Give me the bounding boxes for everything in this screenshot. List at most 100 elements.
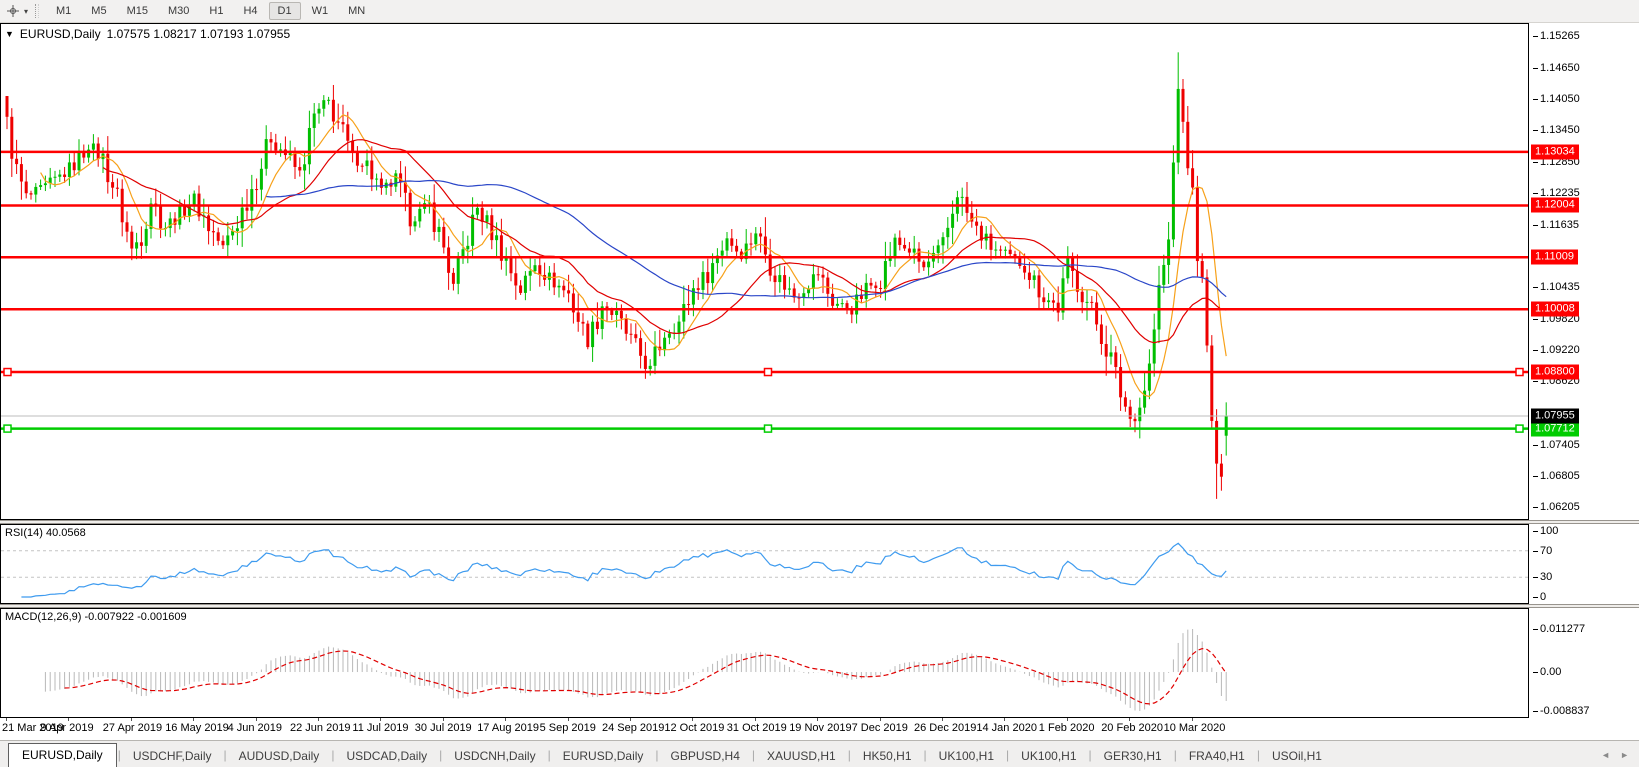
tab-eurusd-daily[interactable]: EURUSD,Daily xyxy=(8,743,117,767)
tab-usoil-h1[interactable]: USOil,H1 xyxy=(1271,749,1322,763)
price-line-label: 1.13034 xyxy=(1531,144,1579,160)
price-tick: 0.011277 xyxy=(1532,623,1586,635)
tab-xauusd-h1[interactable]: XAUUSD,H1 xyxy=(767,749,836,763)
date-label: 5 Sep 2019 xyxy=(539,722,596,734)
toolbar-grip[interactable] xyxy=(35,4,40,18)
tab-separator: | xyxy=(751,747,756,762)
date-label: 12 Oct 2019 xyxy=(664,722,725,734)
date-tick xyxy=(1066,718,1068,721)
chart-ohlc-values: 1.07575 1.08217 1.07193 1.07955 xyxy=(106,27,291,41)
date-tick xyxy=(754,718,756,721)
date-label: 17 Aug 2019 xyxy=(477,722,539,734)
tab-scroll-right-icon[interactable] xyxy=(1620,750,1629,760)
timeframe-m30-button[interactable]: M30 xyxy=(167,5,190,17)
main-chart-canvas[interactable] xyxy=(1,24,1528,519)
tab-hk50-h1[interactable]: HK50,H1 xyxy=(862,749,912,763)
macd-canvas[interactable] xyxy=(1,609,1528,717)
price-tick: -0.008837 xyxy=(1533,705,1590,717)
toolbar: M1 M5 M15 M30 H1 H4 D1 W1 MN xyxy=(0,0,1639,23)
main-chart-panel: EURUSD,Daily 1.07575 1.08217 1.07193 1.0… xyxy=(0,23,1639,520)
price-tick: 1.14650 xyxy=(1533,61,1580,74)
crosshair-tool-icon[interactable] xyxy=(4,3,22,19)
tab-uk100-h1[interactable]: UK100,H1 xyxy=(938,749,995,763)
timeframe-m5-button[interactable]: M5 xyxy=(91,5,107,17)
price-tick: 30 xyxy=(1532,571,1553,584)
timeframe-h4-button[interactable]: H4 xyxy=(243,5,258,17)
date-tick xyxy=(130,718,132,721)
date-label: 26 Dec 2019 xyxy=(914,722,977,734)
timeframe-m15-button[interactable]: M15 xyxy=(126,5,148,17)
price-line-label: 1.12004 xyxy=(1531,197,1579,213)
date-label: 22 Jun 2019 xyxy=(290,722,351,734)
tab-separator: | xyxy=(1088,747,1092,762)
price-tick: 100 xyxy=(1532,525,1559,537)
tab-separator: | xyxy=(547,747,551,762)
date-tick xyxy=(692,718,694,721)
macd-axis: 0.011277 0.00 -0.008837 xyxy=(1530,608,1639,718)
date-tick xyxy=(255,718,257,721)
chart-dropdown-icon[interactable] xyxy=(5,29,14,39)
date-tick xyxy=(817,718,819,721)
timeframe-mn-button[interactable]: MN xyxy=(348,5,366,17)
tab-scroll-left-icon[interactable] xyxy=(1601,750,1610,760)
tab-usdcnh-daily[interactable]: USDCNH,Daily xyxy=(454,749,536,763)
tab-eurusd-daily[interactable]: EURUSD,Daily xyxy=(562,749,644,763)
tab-usdcad-daily[interactable]: USDCAD,Daily xyxy=(346,749,428,763)
tab-audusd-daily[interactable]: AUDUSD,Daily xyxy=(238,749,320,763)
date-tick xyxy=(630,718,631,721)
tab-separator: | xyxy=(223,747,227,762)
date-axis: 21 Mar 2019 9 Apr 2019 27 Apr 2019 16 May 2… xyxy=(0,718,1639,740)
date-tick xyxy=(193,718,195,721)
rsi-label: RSI(14) 40.0568 xyxy=(5,527,86,539)
chart-title: EURUSD,Daily 1.07575 1.08217 1.07193 1.0… xyxy=(5,27,290,41)
tab-uk100-h1[interactable]: UK100,H1 xyxy=(1021,749,1077,763)
date-label: 10 Mar 2020 xyxy=(1163,722,1226,734)
rsi-canvas[interactable] xyxy=(1,525,1528,603)
tab-usdchf-daily[interactable]: USDCHF,Daily xyxy=(132,749,212,763)
date-tick xyxy=(380,718,382,721)
timeframe-h1-button[interactable]: H1 xyxy=(209,5,224,17)
date-label: 24 Sep 2019 xyxy=(602,722,665,734)
price-tick: 1.06805 xyxy=(1533,469,1580,482)
panel-splitter[interactable] xyxy=(0,520,1639,524)
date-label: 30 Jul 2019 xyxy=(414,722,472,734)
tab-fra40-h1[interactable]: FRA40,H1 xyxy=(1188,749,1245,763)
timeframe-buttons: M1 M5 M15 M30 H1 H4 D1 W1 MN xyxy=(46,2,375,20)
tool-dropdown-caret-icon[interactable] xyxy=(24,7,28,16)
date-tick xyxy=(879,718,881,721)
timeframe-m1-button[interactable]: M1 xyxy=(56,5,72,17)
tab-separator: | xyxy=(847,747,851,762)
date-tick xyxy=(942,718,943,721)
tab-ger30-h1[interactable]: GER30,H1 xyxy=(1103,749,1162,763)
date-label: 11 Jul 2019 xyxy=(352,722,409,734)
date-tick xyxy=(318,718,319,721)
date-label: 20 Feb 2020 xyxy=(1101,722,1163,734)
date-label: 21 Mar 2019 xyxy=(2,722,64,734)
rsi-axis: 100 70 30 0 xyxy=(1530,524,1639,604)
tab-separator: | xyxy=(331,747,335,762)
price-tick: 70 xyxy=(1532,544,1553,557)
date-label: 16 May 2019 xyxy=(165,722,229,734)
price-axis: 1.15265 1.14650 1.14050 1.13450 1.12850 1.122… xyxy=(1530,23,1639,520)
price-tick: 1.10435 xyxy=(1533,281,1580,294)
date-label: 14 Jan 2020 xyxy=(976,722,1037,734)
date-tick xyxy=(6,718,7,721)
price-line-label: 1.07955 xyxy=(1531,408,1579,424)
rsi-panel: RSI(14) 40.0568 100 70 30 0 xyxy=(0,524,1639,604)
tab-separator: | xyxy=(923,747,927,762)
date-tick xyxy=(567,718,569,721)
date-tick xyxy=(68,718,70,721)
date-tick xyxy=(1004,718,1006,721)
timeframe-w1-button[interactable]: W1 xyxy=(311,5,329,17)
panel-splitter[interactable] xyxy=(0,604,1639,608)
date-label: 27 Apr 2019 xyxy=(102,722,163,734)
price-line-label: 1.10008 xyxy=(1531,301,1579,317)
price-tick: 0.00 xyxy=(1532,666,1562,679)
price-tick: 1.15265 xyxy=(1533,29,1580,42)
timeframe-d1-button[interactable]: D1 xyxy=(268,2,301,20)
price-line-label: 1.07712 xyxy=(1531,421,1579,437)
price-tick: 1.07405 xyxy=(1533,438,1580,451)
tab-gbpusd-h4[interactable]: GBPUSD,H4 xyxy=(670,749,740,763)
price-tick: 1.09220 xyxy=(1533,344,1580,357)
tab-bar: EURUSD,Daily | USDCHF,Daily | AUDUSD,Daily | U… xyxy=(0,740,1639,767)
